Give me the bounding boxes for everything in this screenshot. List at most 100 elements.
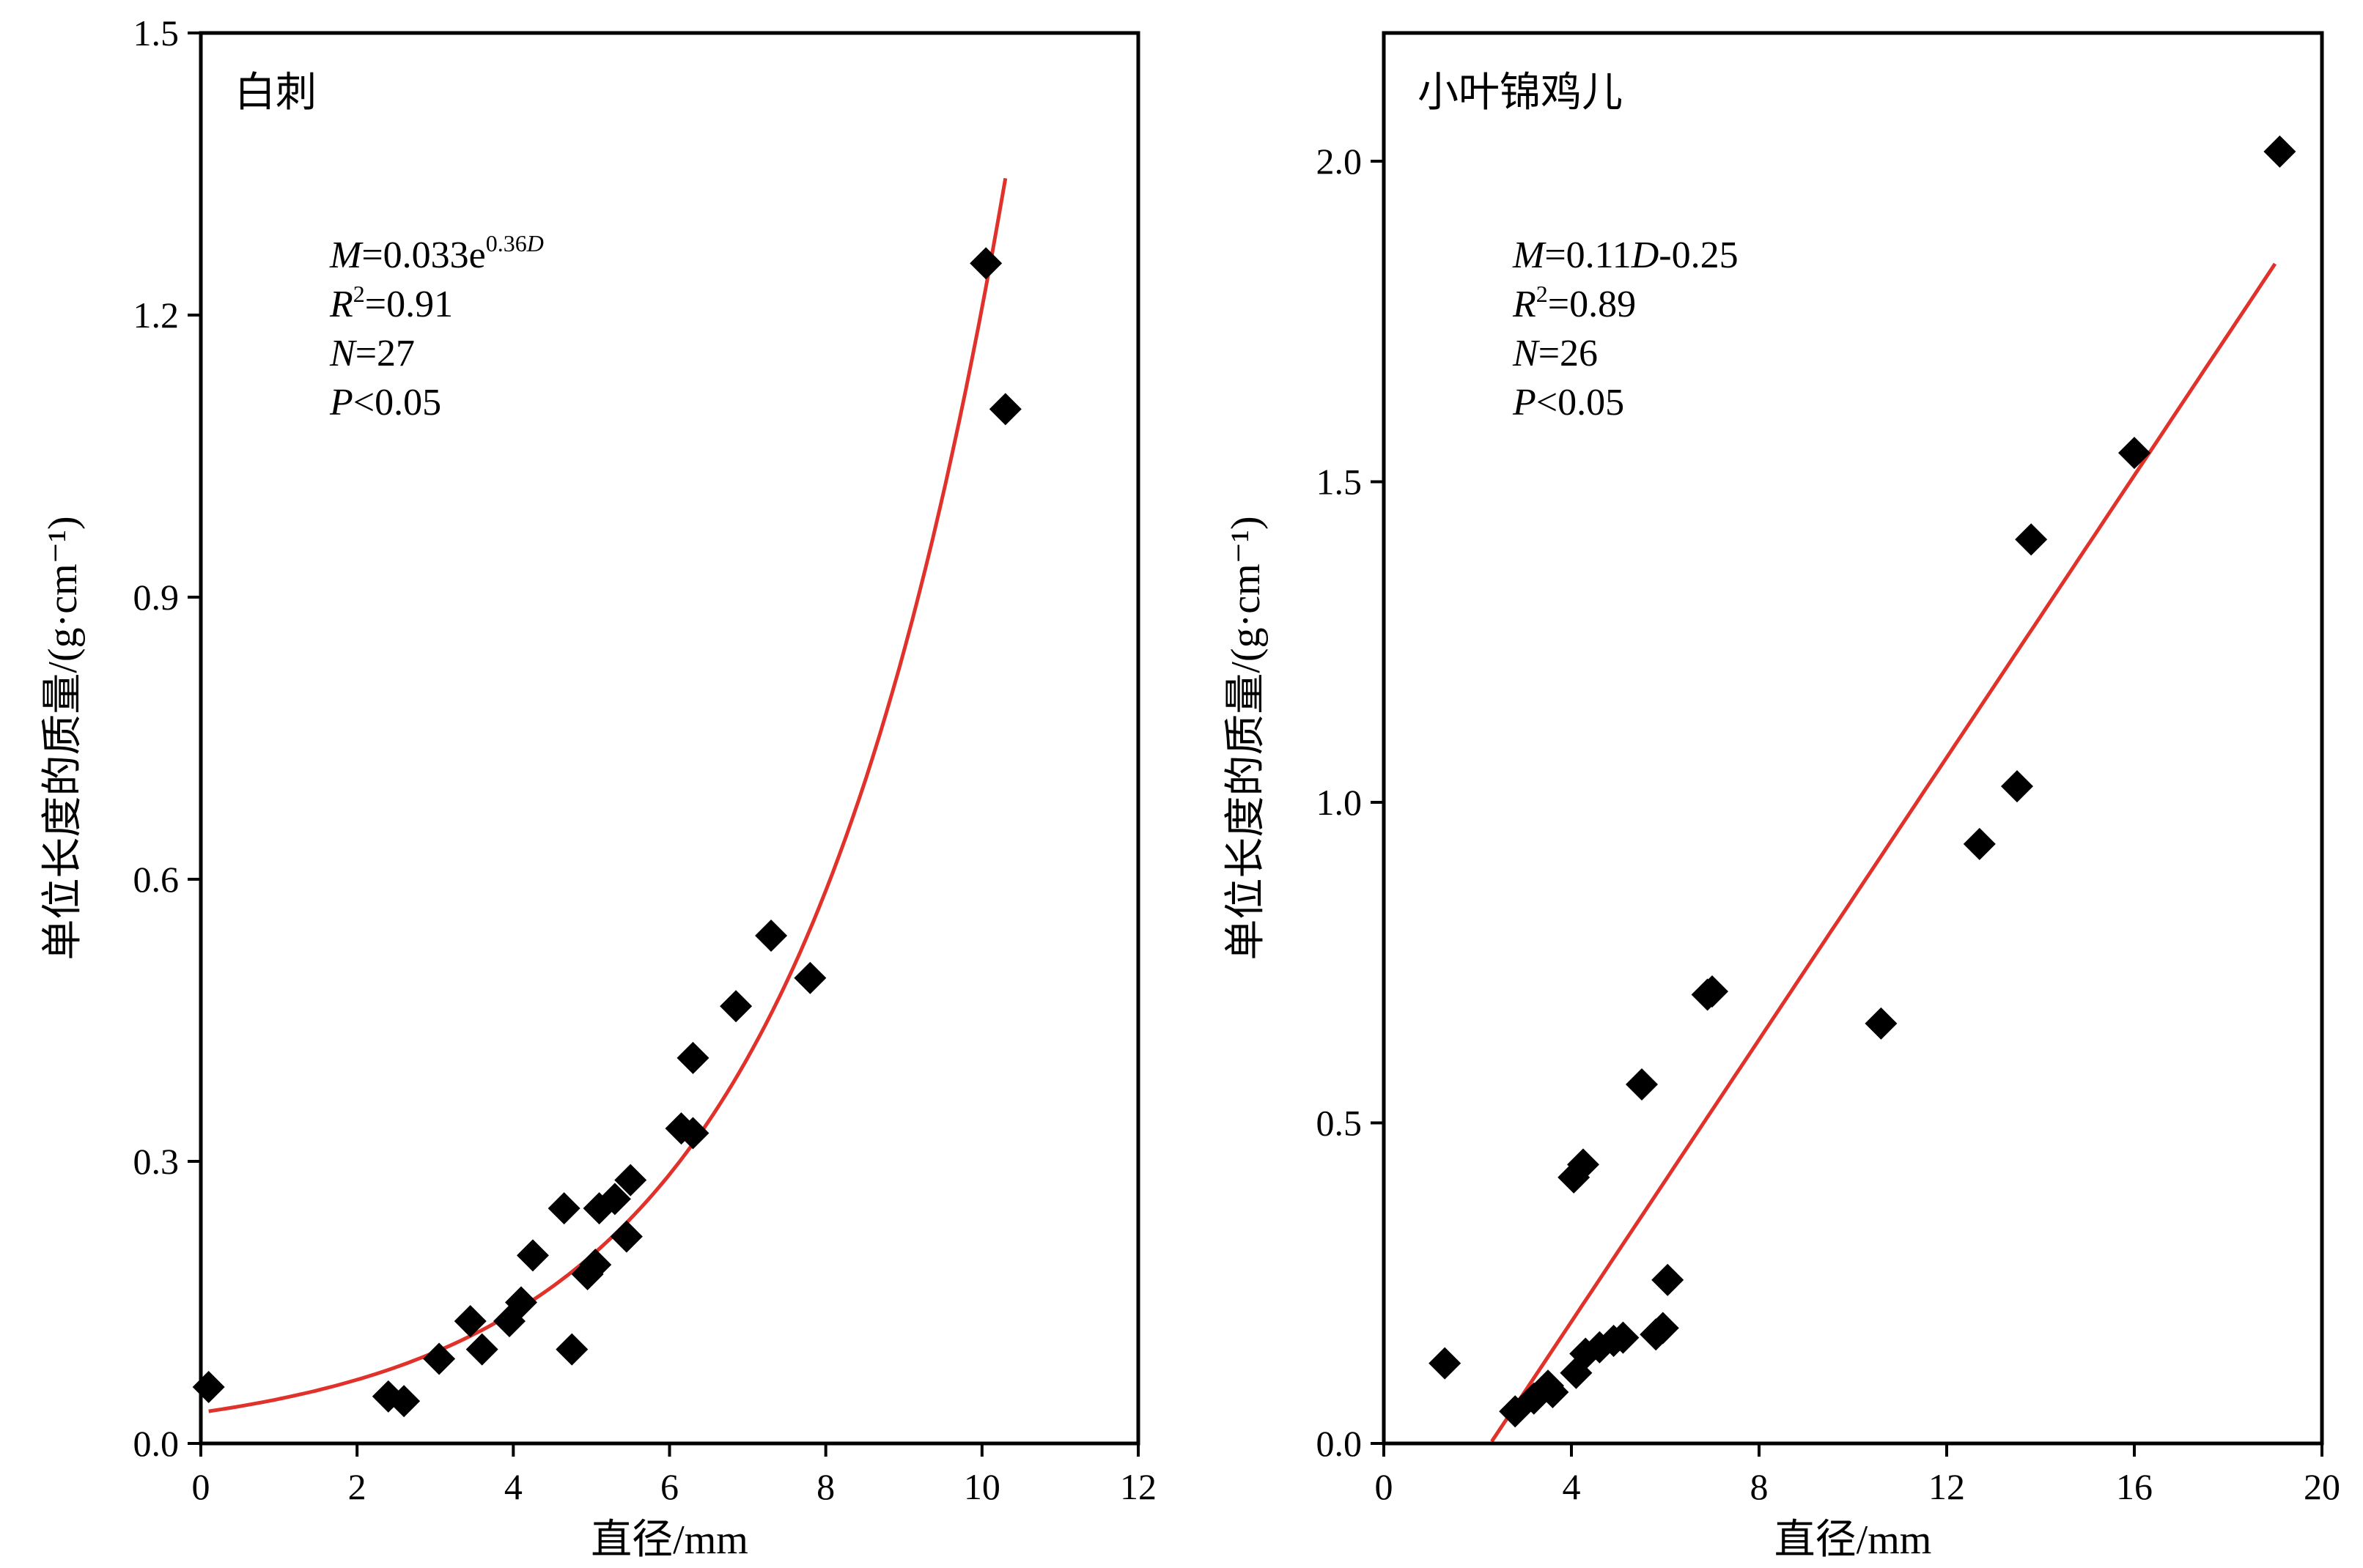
data-point-diamond bbox=[989, 393, 1022, 426]
plot-frame bbox=[1382, 31, 2324, 1446]
y-tick-label: 1.5 bbox=[133, 12, 180, 53]
n-symbol: N bbox=[329, 333, 358, 374]
p-symbol: P bbox=[1512, 382, 1536, 424]
eq-symbol-m: M bbox=[329, 234, 364, 276]
data-point-diamond bbox=[1651, 1263, 1684, 1296]
data-point-diamond bbox=[677, 1117, 709, 1150]
data-point-diamond bbox=[1607, 1321, 1640, 1354]
r-superscript: 2 bbox=[1536, 281, 1548, 307]
x-tick-label: 12 bbox=[1120, 1466, 1157, 1507]
x-axis-title: 直径/mm bbox=[591, 1517, 748, 1563]
eq-symbol-m: M bbox=[1512, 234, 1547, 276]
data-point-diamond bbox=[610, 1220, 643, 1253]
fit-line-layer bbox=[1490, 262, 2277, 1443]
data-point-diamond bbox=[614, 1164, 647, 1197]
y-tick-label: 0.6 bbox=[133, 859, 180, 900]
r-symbol: R bbox=[329, 284, 353, 325]
y-tick-label: 1.5 bbox=[1316, 462, 1363, 503]
y-tick-label: 0.0 bbox=[1316, 1423, 1363, 1464]
data-point-diamond bbox=[598, 1183, 631, 1216]
y-tick-label: 0.9 bbox=[133, 577, 180, 618]
plot-frame bbox=[199, 31, 1140, 1446]
data-point-diamond bbox=[970, 247, 1003, 280]
y-tick-label: 0.5 bbox=[1316, 1103, 1363, 1144]
data-point-diamond bbox=[2263, 135, 2296, 168]
eq-body: =0.11 bbox=[1544, 234, 1631, 276]
y-tick-label: 2.0 bbox=[1316, 141, 1363, 182]
r-squared-label: R2=0.91 bbox=[329, 281, 453, 325]
data-point-diamond bbox=[504, 1286, 537, 1319]
x-tick-label: 2 bbox=[348, 1466, 366, 1507]
data-point-diamond bbox=[548, 1192, 580, 1225]
x-tick-label: 0 bbox=[1375, 1466, 1393, 1507]
panel-title: 白刺 bbox=[235, 70, 317, 116]
x-axis-title: 直径/mm bbox=[1774, 1517, 1932, 1563]
eq-exponent-d: D bbox=[526, 230, 544, 256]
data-points bbox=[1429, 135, 2296, 1428]
r-value: =0.91 bbox=[365, 284, 453, 325]
y-axis-title: 单位长度的质量/(g·cm⁻¹) bbox=[40, 516, 86, 960]
equation-label: M=0.033e0.36D bbox=[329, 230, 544, 276]
r-superscript: 2 bbox=[353, 281, 365, 307]
x-tick-label: 20 bbox=[2304, 1466, 2340, 1507]
data-point-diamond bbox=[556, 1333, 589, 1366]
data-point-diamond bbox=[423, 1342, 456, 1375]
data-point-diamond bbox=[516, 1239, 549, 1272]
fit-curve-layer bbox=[208, 177, 1008, 1413]
data-point-diamond bbox=[1865, 1007, 1898, 1040]
regression-fit-line bbox=[208, 177, 1008, 1413]
y-tick-label: 0.0 bbox=[133, 1423, 180, 1464]
chart-panel-baici: 白刺 M=0.033e0.36D R2=0.91 N=27 P<0.05 直径/… bbox=[40, 12, 1157, 1563]
panel-title: 小叶锦鸡儿 bbox=[1418, 70, 1623, 116]
data-point-diamond bbox=[720, 990, 753, 1023]
data-point-diamond bbox=[579, 1249, 612, 1282]
data-point-diamond bbox=[454, 1305, 487, 1338]
p-value: <0.05 bbox=[353, 382, 441, 424]
p-symbol: P bbox=[329, 382, 353, 424]
data-point-diamond bbox=[388, 1385, 421, 1418]
data-point-diamond bbox=[1963, 827, 1996, 860]
x-tick-label: 4 bbox=[1563, 1466, 1581, 1507]
regression-annotations: M=0.11D-0.25 R2=0.89 N=26 P<0.05 bbox=[1512, 234, 1739, 424]
eq-exponent: 0.36 bbox=[486, 230, 527, 256]
x-tick-label: 4 bbox=[504, 1466, 523, 1507]
n-value: =27 bbox=[355, 333, 415, 374]
tick-marks bbox=[188, 32, 1140, 1457]
data-point-diamond bbox=[2015, 523, 2048, 556]
n-label: N=26 bbox=[1512, 333, 1598, 374]
n-symbol: N bbox=[1512, 333, 1541, 374]
x-tick-label: 8 bbox=[816, 1466, 835, 1507]
x-tick-label: 12 bbox=[1928, 1466, 1965, 1507]
x-tick-label: 10 bbox=[964, 1466, 1000, 1507]
x-tick-label: 0 bbox=[192, 1466, 210, 1507]
data-point-diamond bbox=[1646, 1312, 1679, 1345]
n-value: =26 bbox=[1538, 333, 1598, 374]
data-point-diamond bbox=[192, 1371, 225, 1403]
data-point-diamond bbox=[465, 1333, 498, 1366]
data-point-diamond bbox=[1429, 1347, 1461, 1380]
data-point-diamond bbox=[2118, 437, 2150, 470]
eq-body: =0.033e bbox=[361, 234, 485, 276]
r-symbol: R bbox=[1512, 284, 1536, 325]
y-tick-label: 1.0 bbox=[1316, 782, 1363, 823]
equation-label: M=0.11D-0.25 bbox=[1512, 234, 1739, 276]
tick-marks bbox=[1371, 160, 2323, 1457]
data-point-diamond bbox=[1536, 1376, 1569, 1408]
y-axis-title: 单位长度的质量/(g·cm⁻¹) bbox=[1223, 516, 1269, 960]
data-point-diamond bbox=[677, 1041, 709, 1074]
chart-panel-xiaoyejinjier: 小叶锦鸡儿 M=0.11D-0.25 R2=0.89 N=26 P<0.05 直… bbox=[1223, 31, 2340, 1563]
p-value: <0.05 bbox=[1536, 382, 1624, 424]
regression-fit-line bbox=[1490, 262, 2277, 1443]
n-label: N=27 bbox=[329, 333, 415, 374]
r-value: =0.89 bbox=[1548, 284, 1636, 325]
x-tick-label: 8 bbox=[1750, 1466, 1769, 1507]
x-tick-label: 16 bbox=[2116, 1466, 2153, 1507]
data-point-diamond bbox=[755, 920, 788, 952]
eq-symbol-d: D bbox=[1631, 234, 1659, 276]
data-point-diamond bbox=[1567, 1148, 1599, 1181]
y-tick-label: 1.2 bbox=[133, 295, 180, 336]
data-point-diamond bbox=[794, 961, 827, 994]
data-point-diamond bbox=[1626, 1068, 1658, 1101]
r-squared-label: R2=0.89 bbox=[1512, 281, 1636, 325]
